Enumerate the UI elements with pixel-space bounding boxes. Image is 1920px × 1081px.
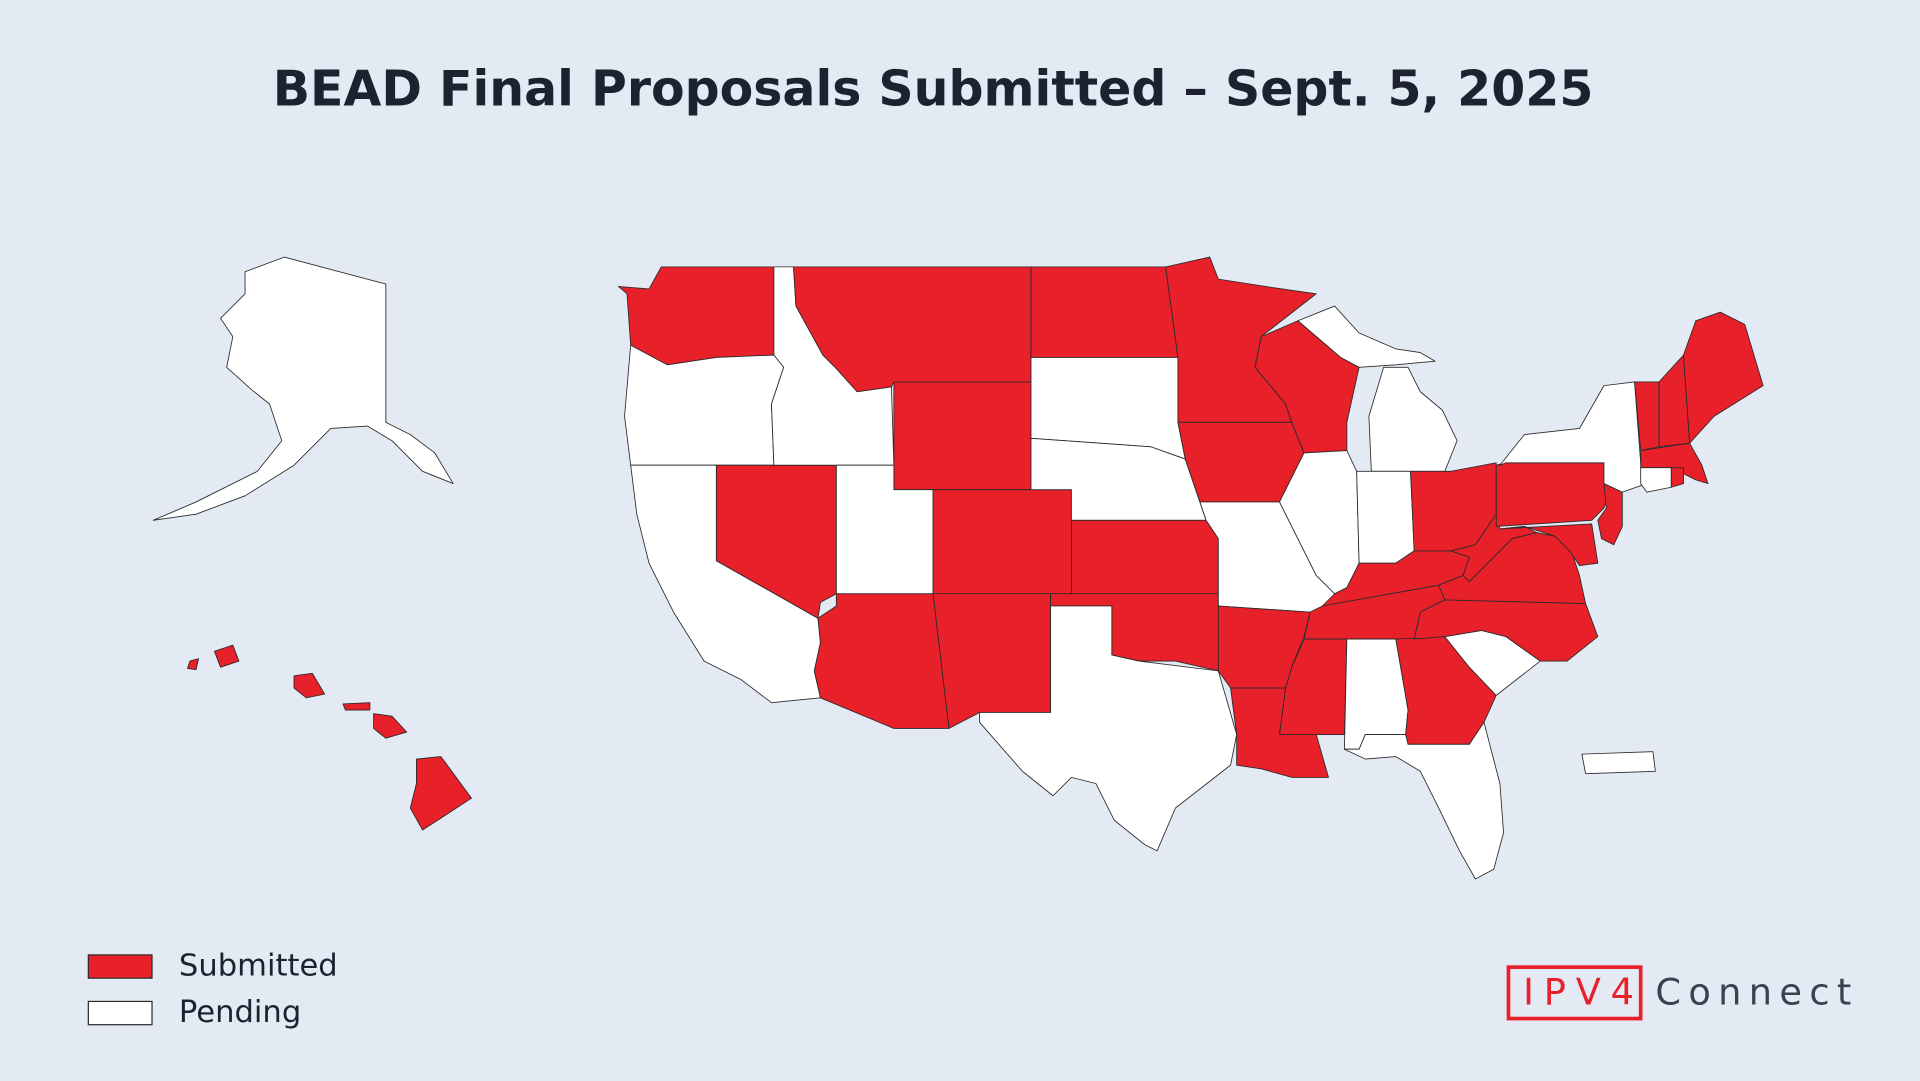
legend: Submitted Pending	[87, 949, 338, 1030]
states	[152, 256, 1764, 880]
legend-swatch	[87, 954, 153, 979]
state	[979, 605, 1238, 852]
state	[1581, 751, 1656, 775]
state	[1297, 305, 1458, 472]
state	[932, 593, 1052, 729]
state	[187, 644, 472, 831]
state	[1070, 519, 1219, 595]
state	[152, 256, 454, 521]
state	[1597, 483, 1623, 546]
legend-swatch	[87, 1000, 153, 1026]
state	[1499, 523, 1599, 567]
state	[1670, 467, 1684, 488]
state	[1450, 513, 1538, 582]
brand-mark: IPV4	[1523, 971, 1644, 1014]
legend-label: Submitted	[179, 949, 338, 984]
state	[932, 489, 1072, 595]
state	[1030, 266, 1179, 358]
brand-box	[1506, 965, 1643, 1021]
state	[1683, 311, 1764, 444]
state	[1356, 470, 1415, 564]
state	[1343, 721, 1504, 880]
state	[1413, 599, 1599, 662]
state	[624, 344, 785, 466]
state	[1640, 467, 1672, 493]
state	[893, 381, 1032, 491]
brand-name: Connect	[1655, 971, 1858, 1014]
brand-logo: IPV4 Connect	[1506, 965, 1858, 1021]
legend-label: Pending	[179, 995, 301, 1030]
title: BEAD Final Proposals Submitted – Sept. 5…	[273, 60, 1594, 117]
